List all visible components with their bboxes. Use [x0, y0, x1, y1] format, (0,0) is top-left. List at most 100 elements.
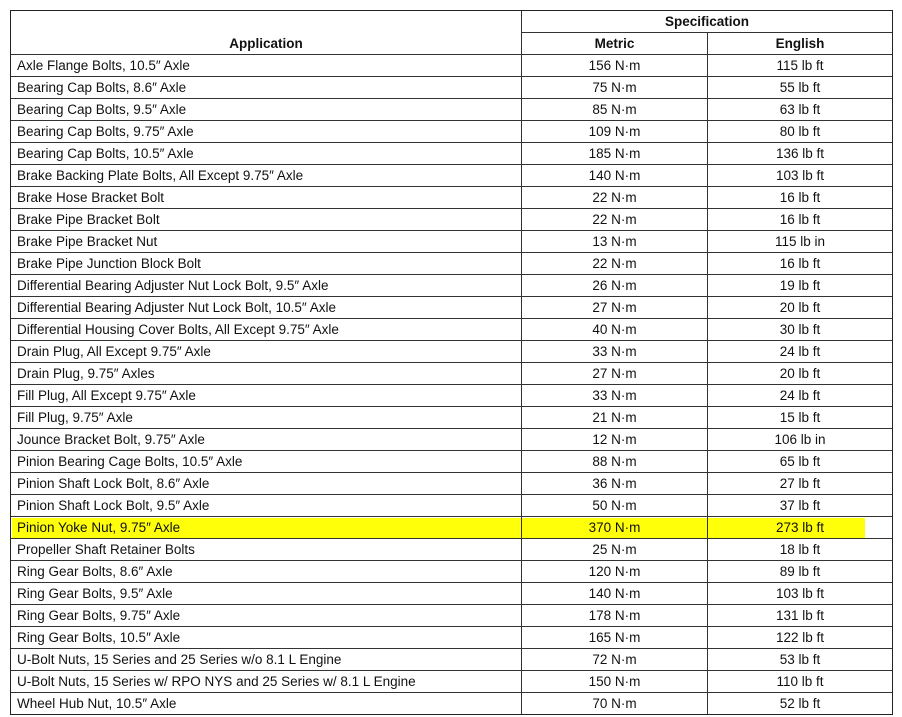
table-row: Differential Bearing Adjuster Nut Lock B… [11, 274, 892, 296]
header-specification: Specification [522, 11, 892, 33]
cell-english: 103 lb ft [775, 586, 825, 601]
cell-english: 115 lb in [774, 234, 826, 249]
cell-english: 16 lb ft [779, 190, 821, 205]
cell-metric: 40 N·m [522, 319, 708, 340]
cell-english: 65 lb ft [779, 454, 821, 469]
table-body: Axle Flange Bolts, 10.5″ Axle 156 N·m 115 … [11, 54, 892, 714]
cell-metric: 85 N·m [522, 99, 708, 120]
cell-english: 16 lb ft [779, 212, 821, 227]
cell-application: Wheel Hub Nut, 10.5″ Axle [11, 693, 522, 714]
cell-english: 273 lb ft [775, 520, 825, 535]
cell-application: Ring Gear Bolts, 10.5″ Axle [11, 627, 522, 648]
table-row: Ring Gear Bolts, 8.6″ Axle 120 N·m 89 lb f… [11, 560, 892, 582]
cell-metric: 13 N·m [522, 231, 708, 252]
table-row: U-Bolt Nuts, 15 Series w/ RPO NYS and 25… [11, 670, 892, 692]
table-row: Brake Pipe Bracket Nut 13 N·m 115 lb in [11, 230, 892, 252]
cell-application: Propeller Shaft Retainer Bolts [11, 539, 522, 560]
cell-application: Differential Housing Cover Bolts, All Ex… [11, 319, 522, 340]
header-application: Application [11, 11, 522, 54]
cell-english: 15 lb ft [779, 410, 821, 425]
table-row: Ring Gear Bolts, 9.5″ Axle 140 N·m 103 lb … [11, 582, 892, 604]
cell-english: 27 lb ft [779, 476, 821, 491]
table-row: Ring Gear Bolts, 9.75″ Axle 178 N·m 131 lb… [11, 604, 892, 626]
table-row: Jounce Bracket Bolt, 9.75″ Axle 12 N·m 106… [11, 428, 892, 450]
table-row: Wheel Hub Nut, 10.5″ Axle 70 N·m 52 lb ft [11, 692, 892, 714]
cell-english: 110 lb ft [776, 674, 824, 689]
cell-metric: 25 N·m [522, 539, 708, 560]
header-english: English [775, 36, 825, 51]
table-row: Brake Hose Bracket Bolt 22 N·m 16 lb ft [11, 186, 892, 208]
cell-application: Ring Gear Bolts, 9.75″ Axle [11, 605, 522, 626]
cell-metric: 120 N·m [522, 561, 708, 582]
cell-application: Bearing Cap Bolts, 10.5″ Axle [11, 143, 522, 164]
table-row: Ring Gear Bolts, 10.5″ Axle 165 N·m 122 lb… [11, 626, 892, 648]
torque-specification-table: Application Specification Metric English… [10, 10, 893, 715]
cell-application: Jounce Bracket Bolt, 9.75″ Axle [11, 429, 522, 450]
cell-application: Fill Plug, 9.75″ Axle [11, 407, 522, 428]
cell-english: 55 lb ft [779, 80, 821, 95]
cell-metric: 140 N·m [522, 583, 708, 604]
cell-metric: 50 N·m [522, 495, 708, 516]
cell-application: Drain Plug, 9.75″ Axles [11, 363, 522, 384]
cell-metric: 22 N·m [522, 209, 708, 230]
table-row: U-Bolt Nuts, 15 Series and 25 Series w/o… [11, 648, 892, 670]
highlight-marker [12, 518, 865, 538]
cell-application: Differential Bearing Adjuster Nut Lock B… [11, 275, 522, 296]
cell-application: Axle Flange Bolts, 10.5″ Axle [11, 55, 522, 76]
cell-english: 131 lb ft [775, 608, 825, 623]
cell-metric: 165 N·m [522, 627, 708, 648]
table-row: Bearing Cap Bolts, 9.5″ Axle 85 N·m 63 lb … [11, 98, 892, 120]
cell-metric: 36 N·m [522, 473, 708, 494]
table-row: Pinion Shaft Lock Bolt, 8.6″ Axle 36 N·m 2… [11, 472, 892, 494]
cell-english: 20 lb ft [779, 300, 821, 315]
cell-application: Brake Pipe Bracket Bolt [11, 209, 522, 230]
table-row-highlighted: Pinion Yoke Nut, 9.75″ Axle 370 N·m 273 lb… [11, 516, 892, 538]
cell-application: Brake Pipe Junction Block Bolt [11, 253, 522, 274]
table-row: Drain Plug, All Except 9.75″ Axle 33 N·m 2… [11, 340, 892, 362]
table-row: Bearing Cap Bolts, 8.6″ Axle 75 N·m 55 lb … [11, 76, 892, 98]
header-metric: Metric [522, 33, 708, 54]
cell-metric: 72 N·m [522, 649, 708, 670]
cell-english: 20 lb ft [779, 366, 821, 381]
cell-english: 106 lb in [774, 432, 826, 447]
table-row: Pinion Bearing Cage Bolts, 10.5″ Axle 88 … [11, 450, 892, 472]
table-row: Brake Backing Plate Bolts, All Except 9.… [11, 164, 892, 186]
cell-english: 52 lb ft [779, 696, 821, 711]
table-row: Fill Plug, 9.75″ Axle 21 N·m 15 lb ft [11, 406, 892, 428]
table-row: Differential Housing Cover Bolts, All Ex… [11, 318, 892, 340]
cell-metric: 156 N·m [522, 55, 708, 76]
table-row: Fill Plug, All Except 9.75″ Axle 33 N·m 24… [11, 384, 892, 406]
cell-metric: 70 N·m [522, 693, 708, 714]
table-row: Bearing Cap Bolts, 10.5″ Axle 185 N·m 136 … [11, 142, 892, 164]
cell-english: 53 lb ft [779, 652, 821, 667]
cell-application: Bearing Cap Bolts, 9.5″ Axle [11, 99, 522, 120]
table-row: Axle Flange Bolts, 10.5″ Axle 156 N·m 115 … [11, 54, 892, 76]
cell-english: 80 lb ft [779, 124, 821, 139]
cell-english: 16 lb ft [779, 256, 821, 271]
cell-application: U-Bolt Nuts, 15 Series and 25 Series w/o… [11, 649, 522, 670]
cell-metric: 27 N·m [522, 363, 708, 384]
cell-application: Ring Gear Bolts, 9.5″ Axle [11, 583, 522, 604]
cell-english: 30 lb ft [779, 322, 821, 337]
cell-metric: 12 N·m [522, 429, 708, 450]
cell-english: 24 lb ft [779, 344, 821, 359]
cell-metric: 140 N·m [522, 165, 708, 186]
cell-english: 122 lb ft [775, 630, 825, 645]
cell-application: Pinion Shaft Lock Bolt, 9.5″ Axle [11, 495, 522, 516]
cell-application: Fill Plug, All Except 9.75″ Axle [11, 385, 522, 406]
cell-application: Brake Pipe Bracket Nut [11, 231, 522, 252]
cell-metric: 22 N·m [522, 187, 708, 208]
table-row: Differential Bearing Adjuster Nut Lock B… [11, 296, 892, 318]
table-row: Brake Pipe Bracket Bolt 22 N·m 16 lb ft [11, 208, 892, 230]
cell-metric: 109 N·m [522, 121, 708, 142]
cell-application: Differential Bearing Adjuster Nut Lock B… [11, 297, 522, 318]
cell-english: 63 lb ft [779, 102, 821, 117]
cell-application: U-Bolt Nuts, 15 Series w/ RPO NYS and 25… [11, 671, 522, 692]
table-row: Propeller Shaft Retainer Bolts 25 N·m 18 l… [11, 538, 892, 560]
cell-metric: 33 N·m [522, 341, 708, 362]
cell-application: Drain Plug, All Except 9.75″ Axle [11, 341, 522, 362]
cell-english: 103 lb ft [775, 168, 825, 183]
cell-application: Pinion Shaft Lock Bolt, 8.6″ Axle [11, 473, 522, 494]
cell-metric: 33 N·m [522, 385, 708, 406]
cell-english: 19 lb ft [779, 278, 821, 293]
